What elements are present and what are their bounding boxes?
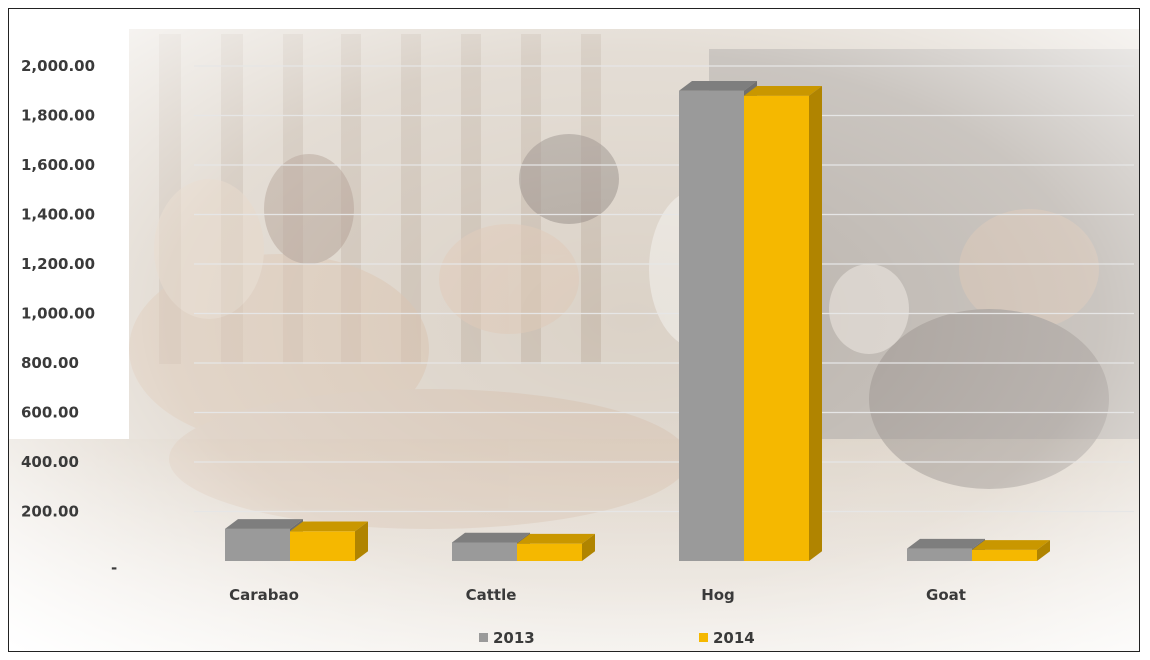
bar-top: [452, 532, 530, 543]
legend-label: 2013: [493, 629, 535, 647]
y-tick-label: 200.00: [21, 503, 79, 521]
bar-carabao-2014: [290, 521, 368, 561]
legend: 2013 2014: [479, 629, 755, 647]
x-category-label: Cattle: [466, 586, 517, 604]
legend-swatch: [479, 633, 488, 642]
x-category-label: Carabao: [229, 586, 299, 604]
bar-front: [290, 531, 355, 561]
legend-label: 2014: [713, 629, 755, 647]
y-tick-label: 1,600.00: [21, 156, 95, 174]
y-tick-label: 1,200.00: [21, 255, 95, 273]
x-axis-categories: Carabao Cattle Hog Goat: [229, 586, 966, 604]
y-tick-label: 1,800.00: [21, 107, 95, 125]
bar-goat-2014: [972, 540, 1050, 561]
bar-cattle-2013: [452, 532, 530, 561]
bar-front: [517, 543, 582, 561]
x-category-label: Hog: [701, 586, 735, 604]
bar-side: [355, 521, 368, 561]
bar-front: [225, 528, 290, 561]
bar-top: [679, 81, 757, 91]
legend-item-2013: 2013: [479, 629, 535, 647]
y-tick-label: 2,000.00: [21, 57, 95, 75]
y-tick-zero: -: [111, 559, 117, 577]
gridlines: [194, 65, 1134, 513]
bar-top: [907, 538, 985, 549]
legend-swatch: [699, 633, 708, 642]
bar-side: [582, 533, 595, 561]
bar-front: [972, 549, 1037, 561]
bar-side: [1037, 540, 1050, 561]
bar-front: [744, 95, 809, 561]
bar-cattle-2014: [517, 533, 595, 561]
y-tick-label: 800.00: [21, 354, 79, 372]
y-tick-label: 1,000.00: [21, 305, 95, 323]
chart-frame: 200.00 400.00 600.00 800.00 1,000.00 1,200.00…: [8, 8, 1140, 652]
bar-top: [290, 521, 368, 532]
bar-front: [907, 548, 972, 561]
bar-top: [972, 540, 1050, 550]
y-tick-label: 400.00: [21, 453, 79, 471]
bar-hog-2014: [744, 85, 822, 561]
bar-top: [744, 85, 822, 96]
bar-front: [452, 542, 517, 561]
y-axis-ticks: 200.00 400.00 600.00 800.00 1,000.00 1,200.00…: [21, 57, 117, 577]
bar-chart: 200.00 400.00 600.00 800.00 1,000.00 1,200.00…: [21, 57, 1134, 647]
legend-item-2014: 2014: [699, 629, 755, 647]
bar-side: [809, 85, 822, 561]
bar-top: [225, 519, 303, 529]
bars: [225, 81, 1050, 561]
bar-top: [517, 533, 595, 544]
x-category-label: Goat: [926, 586, 966, 604]
y-tick-label: 1,400.00: [21, 206, 95, 224]
bar-front: [679, 90, 744, 561]
y-tick-label: 600.00: [21, 404, 79, 422]
